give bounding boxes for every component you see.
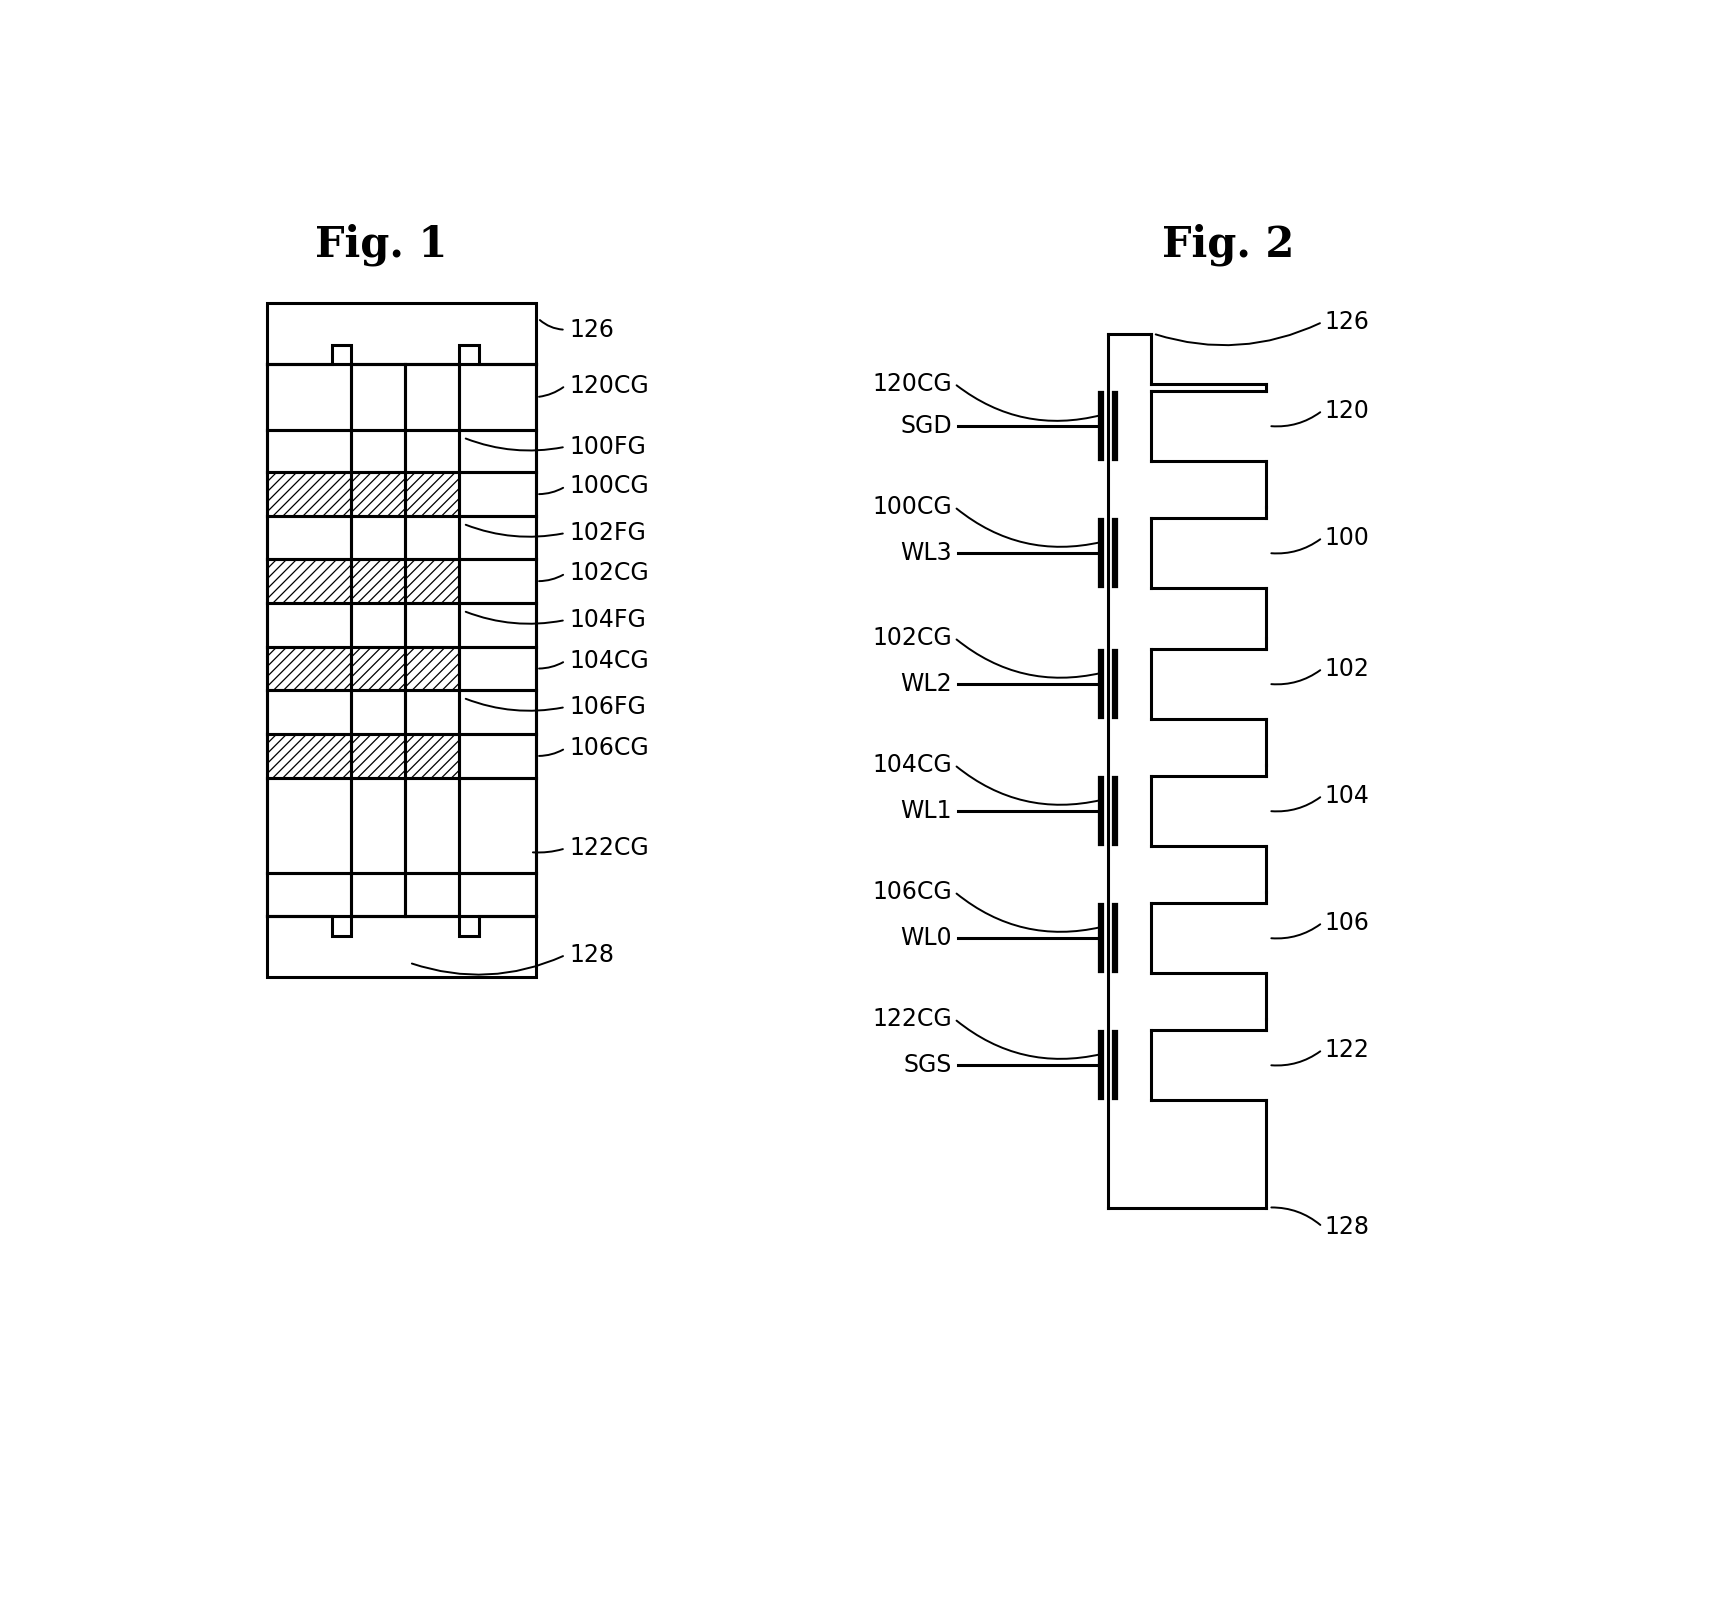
Text: SGD: SGD bbox=[900, 414, 952, 438]
Text: 122CG: 122CG bbox=[873, 1007, 952, 1031]
Text: Fig. 1: Fig. 1 bbox=[314, 224, 447, 267]
Polygon shape bbox=[266, 916, 536, 977]
Text: 126: 126 bbox=[1325, 310, 1369, 334]
Text: 102: 102 bbox=[1325, 657, 1369, 681]
Text: 122: 122 bbox=[1325, 1038, 1369, 1062]
Text: 128: 128 bbox=[569, 943, 615, 967]
Text: WL1: WL1 bbox=[900, 800, 952, 823]
Text: 100CG: 100CG bbox=[569, 475, 649, 499]
Text: 120: 120 bbox=[1325, 398, 1369, 422]
Text: 100CG: 100CG bbox=[873, 494, 952, 518]
Text: 100: 100 bbox=[1325, 526, 1369, 550]
Text: 104FG: 104FG bbox=[569, 608, 646, 632]
Text: 104CG: 104CG bbox=[873, 753, 952, 777]
Text: 106CG: 106CG bbox=[873, 879, 952, 903]
Text: 128: 128 bbox=[1325, 1215, 1369, 1239]
Text: 106CG: 106CG bbox=[569, 736, 649, 760]
Text: WL0: WL0 bbox=[900, 926, 952, 950]
Text: 126: 126 bbox=[569, 318, 615, 342]
Polygon shape bbox=[266, 302, 536, 365]
Text: 104: 104 bbox=[1325, 784, 1369, 807]
Text: WL3: WL3 bbox=[900, 540, 952, 564]
Text: 120CG: 120CG bbox=[873, 371, 952, 395]
Text: 106: 106 bbox=[1325, 910, 1369, 934]
Text: 102FG: 102FG bbox=[569, 521, 646, 545]
Text: 104CG: 104CG bbox=[569, 649, 649, 673]
Text: Fig. 2: Fig. 2 bbox=[1161, 224, 1294, 267]
Text: 122CG: 122CG bbox=[569, 836, 649, 860]
Text: 102CG: 102CG bbox=[873, 625, 952, 649]
Text: SGS: SGS bbox=[904, 1054, 952, 1078]
Text: 106FG: 106FG bbox=[569, 696, 646, 720]
Text: 100FG: 100FG bbox=[569, 435, 646, 459]
Text: 102CG: 102CG bbox=[569, 561, 649, 585]
Text: WL2: WL2 bbox=[900, 672, 952, 696]
Text: 120CG: 120CG bbox=[569, 374, 649, 398]
